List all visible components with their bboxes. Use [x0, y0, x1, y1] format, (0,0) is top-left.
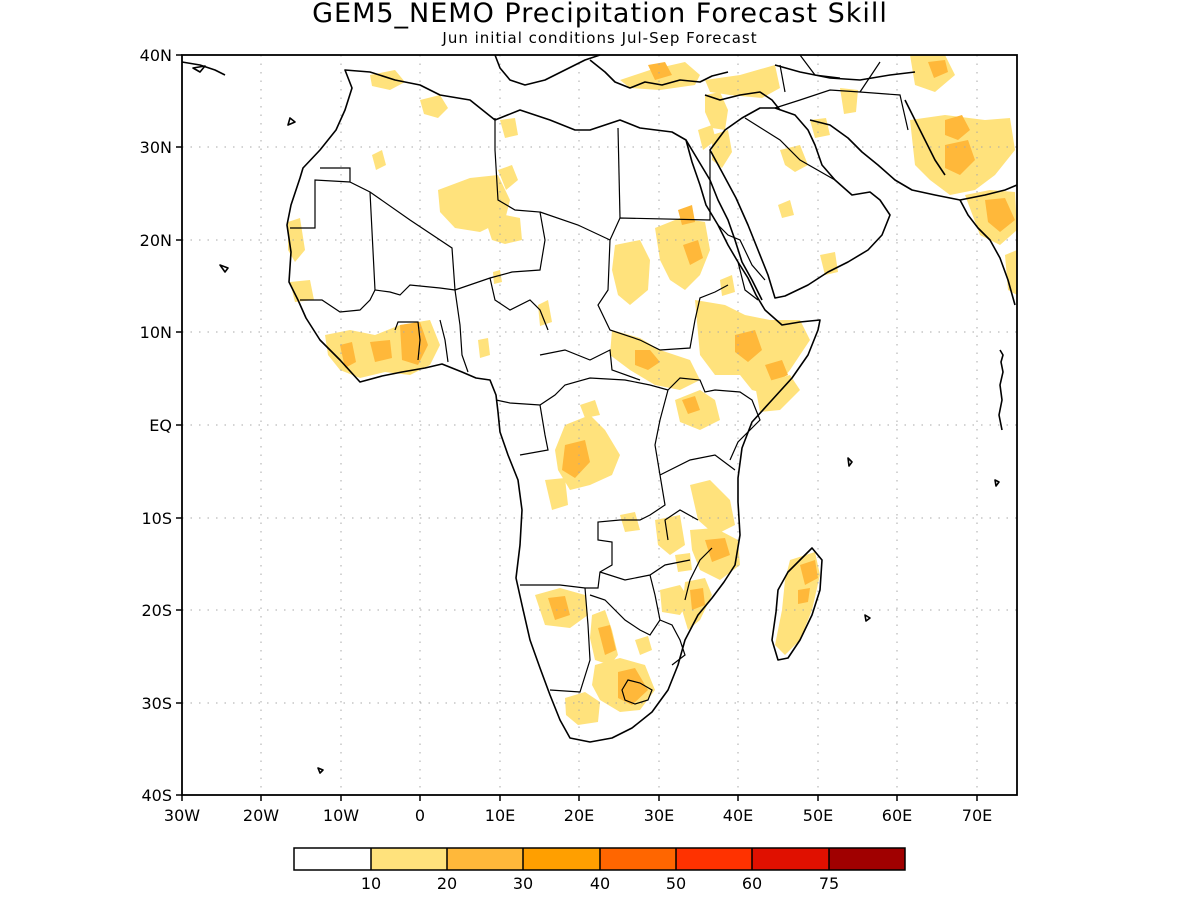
colorbar-label: 60 [742, 874, 762, 893]
colorbar-swatch [447, 848, 523, 870]
colorbar-swatch [600, 848, 676, 870]
lon-label: 50E [803, 806, 833, 825]
country-borders [290, 54, 909, 705]
colorbar-swatch [752, 848, 829, 870]
map-subtitle: Jun initial conditions Jul-Sep Forecast [441, 29, 757, 47]
lat-label: 30S [141, 694, 172, 713]
lat-label: 40S [141, 786, 172, 805]
lon-label: 70E [962, 806, 992, 825]
lon-label: 20E [564, 806, 594, 825]
tick-marks [176, 54, 978, 801]
lat-label: 20S [141, 601, 172, 620]
lon-label: 10E [485, 806, 515, 825]
latitude-labels: 40N 30N 20N 10N EQ 10S 20S 30S 40S [140, 46, 172, 805]
lon-label: 40E [723, 806, 753, 825]
lon-label: 30W [164, 806, 200, 825]
lat-label: EQ [149, 416, 172, 435]
lon-label: 10W [323, 806, 359, 825]
lon-label: 30E [644, 806, 674, 825]
colorbar-swatch [371, 848, 447, 870]
lat-label: 10N [140, 323, 172, 342]
longitude-labels: 30W 20W 10W 0 10E 20E 30E 40E 50E 60E 70… [164, 806, 992, 825]
lat-label: 40N [140, 46, 172, 65]
lat-label: 30N [140, 138, 172, 157]
colorbar-label: 75 [819, 874, 839, 893]
lon-label: 0 [415, 806, 425, 825]
lat-label: 10S [141, 509, 172, 528]
lat-label: 20N [140, 231, 172, 250]
colorbar-swatch [676, 848, 752, 870]
colorbar-label: 50 [666, 874, 686, 893]
coastlines [181, 54, 1018, 774]
colorbar: 10 20 30 40 50 60 75 [293, 847, 906, 893]
skill-shading [288, 55, 1017, 725]
colorbar-label: 10 [361, 874, 381, 893]
map-title: GEM5_NEMO Precipitation Forecast Skill [312, 0, 888, 29]
colorbar-label: 40 [590, 874, 610, 893]
colorbar-swatch [829, 848, 905, 870]
colorbar-swatch [294, 848, 371, 870]
colorbar-label: 30 [513, 874, 533, 893]
lon-label: 60E [882, 806, 912, 825]
colorbar-swatch [523, 848, 600, 870]
lon-label: 20W [243, 806, 279, 825]
colorbar-label: 20 [437, 874, 457, 893]
gridlines [182, 55, 1017, 795]
